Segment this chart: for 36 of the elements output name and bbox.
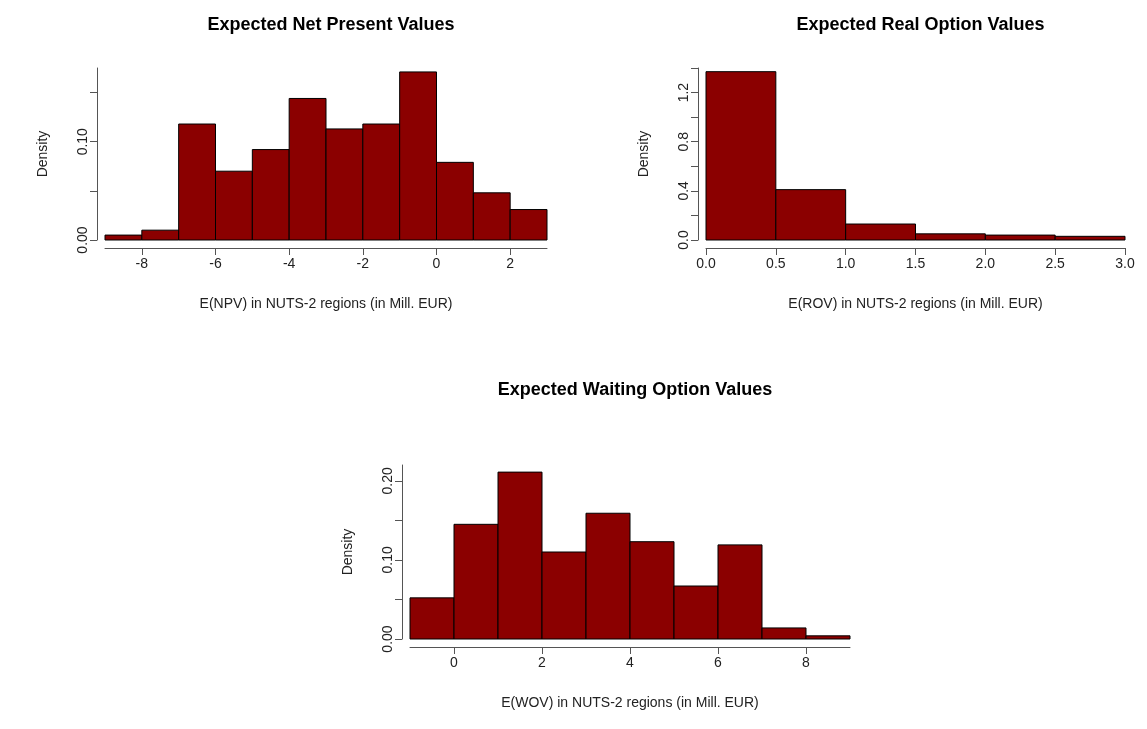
x-tick-label: 2.0	[975, 255, 996, 271]
x-tick-label: 0	[432, 255, 441, 271]
y-tick-label: 0.00	[379, 625, 395, 653]
x-tick-label: 2	[538, 654, 547, 670]
x-tick-label: 2	[506, 255, 515, 271]
x-tick-label: 1.0	[835, 255, 856, 271]
x-tick-label: 4	[626, 654, 635, 670]
x-tick-label: 3.0	[1115, 255, 1135, 271]
chart-title: Expected Real Option Values	[796, 14, 1045, 34]
y-tick-label: 0.8	[675, 131, 691, 152]
x-tick-label: 2.5	[1045, 255, 1066, 271]
x-tick-label: 1.5	[905, 255, 926, 271]
x-tick-label: -4	[282, 255, 296, 271]
y-tick-label: 1.2	[675, 82, 691, 103]
y-tick-label: 0.0	[675, 230, 691, 250]
x-tick-label: 0.0	[696, 255, 716, 271]
y-tick-label: 0.00	[74, 226, 90, 254]
x-tick-label: 6	[714, 654, 723, 670]
y-tick-label: 0.20	[379, 466, 395, 495]
x-tick-label: 0.5	[766, 255, 786, 271]
chart-title: Expected Waiting Option Values	[497, 379, 773, 399]
y-tick-label: 0.10	[379, 546, 395, 574]
x-axis-title: E(ROV) in NUTS-2 regions (in Mill. EUR)	[788, 295, 1043, 311]
y-axis-title: Density	[34, 130, 50, 178]
x-tick-label: 0	[450, 654, 459, 670]
x-axis-title: E(NPV) in NUTS-2 regions (in Mill. EUR)	[199, 295, 453, 311]
y-axis-title: Density	[635, 130, 651, 178]
y-tick-label: 0.4	[675, 180, 691, 201]
y-tick-label: 0.10	[74, 127, 90, 156]
x-tick-label: -8	[135, 255, 149, 271]
x-tick-label: -2	[356, 255, 370, 271]
y-axis-title: Density	[339, 528, 355, 576]
x-tick-label: 8	[802, 654, 811, 670]
chart-title: Expected Net Present Values	[207, 14, 455, 34]
x-axis-title: E(WOV) in NUTS-2 regions (in Mill. EUR)	[501, 694, 759, 710]
x-tick-label: -6	[209, 255, 222, 271]
